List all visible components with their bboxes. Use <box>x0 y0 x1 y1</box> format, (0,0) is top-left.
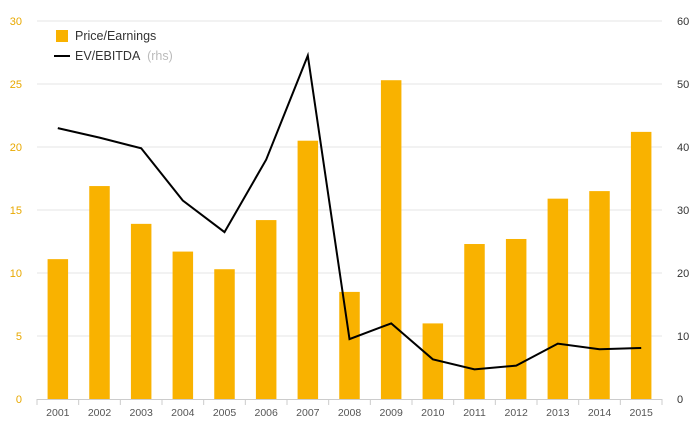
bar-2014 <box>589 191 610 399</box>
x-tick-label: 2013 <box>546 407 570 419</box>
x-tick-label: 2002 <box>88 407 112 419</box>
x-tick-label: 2005 <box>213 407 237 419</box>
bar-2007 <box>297 140 319 399</box>
x-tick-label: 2003 <box>129 407 153 419</box>
y-left-tick-label: 25 <box>10 79 22 91</box>
y-right-tick-label: 40 <box>677 142 689 154</box>
bar-2010 <box>422 323 444 399</box>
y-right-tick-label: 50 <box>677 79 689 91</box>
y-left-tick-label: 15 <box>10 205 22 217</box>
bar-2006 <box>255 220 277 399</box>
bar-2012 <box>505 238 527 399</box>
legend-label-ev-ebitda-name: EV/EBITDA <box>75 49 141 63</box>
x-tick-label: 2004 <box>171 407 195 419</box>
bar-2011 <box>464 244 485 399</box>
bar-2001 <box>47 259 69 399</box>
legend-label-rhs: (rhs) <box>147 49 173 63</box>
y-left-tick-label: 5 <box>16 331 22 343</box>
x-tick-label: 2010 <box>421 407 445 419</box>
x-tick-label: 2015 <box>629 407 653 419</box>
bar-2008 <box>339 291 360 399</box>
bar-2005 <box>214 269 235 399</box>
y-right-tick-label: 60 <box>677 16 689 28</box>
x-tick-label: 2006 <box>254 407 278 419</box>
x-tick-label: 2007 <box>296 407 320 419</box>
legend-label-ev-ebitda: EV/EBITDA (rhs) <box>75 49 173 63</box>
bar-2002 <box>89 186 110 399</box>
bar-2015 <box>630 131 652 399</box>
x-tick-label: 2009 <box>379 407 403 419</box>
y-left-tick-label: 20 <box>10 142 22 154</box>
bar-2003 <box>130 223 152 399</box>
legend: Price/Earnings EV/EBITDA (rhs) <box>54 29 173 63</box>
x-tick-label: 2014 <box>588 407 612 419</box>
y-right-tick-label: 30 <box>677 205 689 217</box>
y-left-tick-label: 30 <box>10 16 22 28</box>
y-right-tick-label: 20 <box>677 268 689 280</box>
grid-lines <box>37 20 662 337</box>
y-right-tick-label: 0 <box>677 394 683 406</box>
x-tick-label: 2001 <box>46 407 70 419</box>
legend-label-price-earnings: Price/Earnings <box>75 29 156 43</box>
x-tick-label: 2011 <box>463 407 486 419</box>
y-left-tick-label: 10 <box>10 268 22 280</box>
y-right-tick-label: 10 <box>677 331 689 343</box>
x-tick-label: 2012 <box>504 407 528 419</box>
x-tick-label: 2008 <box>338 407 362 419</box>
bar-series-price-earnings <box>47 80 652 399</box>
bar-2009 <box>380 80 402 399</box>
bar-2004 <box>172 251 194 399</box>
y-left-tick-label: 0 <box>16 394 22 406</box>
axes: 2001 2002 2003 2004 2005 2006 2007 2008 2009 2010… <box>10 16 690 419</box>
legend-swatch-bar <box>56 30 68 42</box>
line-series-ev-ebitda <box>57 51 642 371</box>
bar-2013 <box>547 198 569 399</box>
